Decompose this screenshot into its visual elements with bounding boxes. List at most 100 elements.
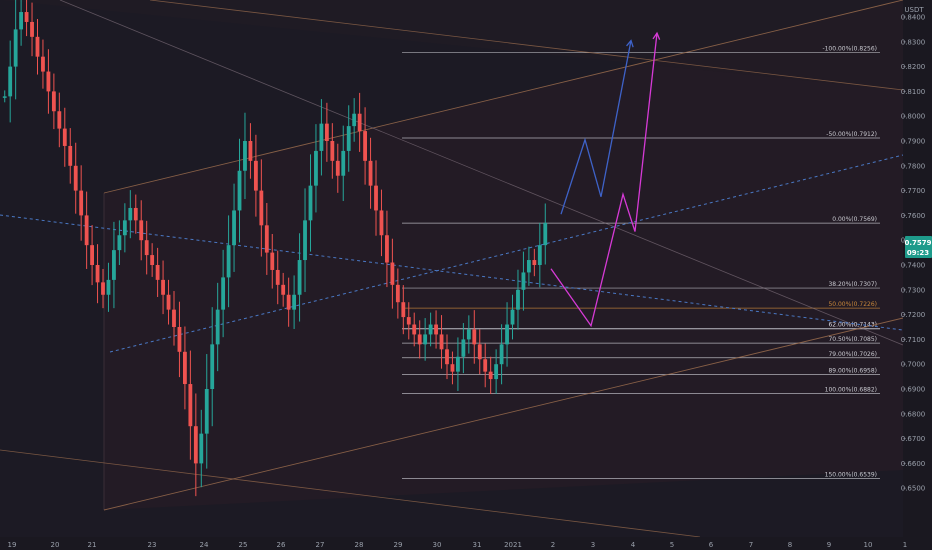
channel-fill: [104, 0, 903, 510]
candle-body: [374, 185, 378, 211]
candle-body: [286, 294, 291, 310]
candle-body: [357, 113, 362, 132]
price-tick-label: 0.7900: [901, 138, 926, 146]
candle-body: [439, 334, 444, 350]
candle-body: [292, 294, 297, 310]
channel-lower-line: [103, 317, 904, 511]
fib-level-label: 89.00%(0.6958): [828, 368, 877, 375]
candle-body: [139, 220, 144, 241]
candle-body: [445, 349, 449, 365]
time-tick-label: 7: [749, 541, 753, 549]
fibonacci-levels: -100.00%(0.8256) -50.00%(0.7912) 0.00%(0.7…: [402, 46, 880, 479]
time-tick-label: 24: [200, 541, 209, 549]
candle-body: [308, 185, 313, 221]
fib-level-label: 50.00%(0.7226): [828, 301, 877, 308]
candle-body: [314, 150, 318, 186]
price-tick-label: 0.7400: [901, 262, 926, 270]
candle-body: [494, 364, 499, 380]
candle-body: [248, 141, 253, 161]
candle-body: [193, 426, 198, 464]
candle-body: [401, 302, 406, 318]
outer-upper-line: [149, 0, 904, 91]
candle-body: [532, 260, 537, 265]
candle-body: [226, 245, 231, 278]
time-tick-label: 27: [316, 541, 325, 549]
candle-body: [51, 91, 56, 112]
magenta-projection-path-arrowhead: [652, 31, 661, 40]
candle-body: [275, 269, 280, 285]
candle-body: [516, 289, 520, 310]
candle-body: [521, 272, 526, 290]
candle-body: [2, 96, 7, 98]
candle-body: [177, 327, 182, 352]
candle-body: [537, 245, 542, 265]
price-tick-label: 0.8200: [901, 63, 926, 71]
candle-body: [281, 284, 286, 295]
price-tick-label: 0.7100: [901, 336, 926, 344]
price-axis-background: [903, 0, 932, 550]
candle-body: [46, 71, 51, 92]
time-tick-label: 30: [433, 541, 442, 549]
price-axis[interactable]: USDT 0.8400 0.8300 0.8200 0.8100 0.8000 0.790…: [901, 0, 932, 550]
candle-body: [379, 210, 384, 236]
candle-body: [319, 123, 324, 151]
candle-body: [417, 334, 422, 345]
price-tick-label: 0.6500: [901, 485, 926, 493]
candle-body: [390, 262, 395, 285]
candle-body: [499, 344, 504, 365]
candle-body: [488, 371, 493, 380]
candle-body: [477, 344, 482, 360]
candle-body: [68, 145, 73, 166]
candle-body: [352, 113, 357, 127]
time-tick-label: 23: [148, 541, 157, 549]
trendlines: [0, 0, 904, 538]
candle-body: [13, 29, 18, 67]
candle-body: [232, 210, 236, 246]
candle-body: [161, 279, 165, 295]
candle-body: [62, 128, 67, 146]
candle-body: [95, 265, 100, 283]
time-axis[interactable]: 19 20 21 23 24 25 26 27 28 29 30 31 2021 2 3 4 5 6 7 8 9 10 1: [0, 537, 932, 550]
fib-level-label: 38.20%(0.7307): [828, 281, 877, 288]
falling-dotted-trendline: [0, 214, 904, 331]
candle-body: [423, 334, 428, 345]
price-tick-label: 0.7700: [901, 187, 926, 195]
candle-body: [346, 126, 351, 151]
candle-body: [510, 309, 515, 325]
candle-body: [41, 56, 45, 72]
candle-body: [472, 329, 477, 345]
time-tick-label: 10: [864, 541, 873, 549]
candle-body: [483, 359, 488, 372]
time-tick-label: 8: [788, 541, 792, 549]
time-tick-label: 2021: [504, 541, 522, 549]
candle-body: [368, 160, 373, 186]
candle-body: [221, 277, 226, 310]
candle-body: [204, 389, 209, 434]
upper-band-fill: [0, 0, 903, 90]
time-tick-label: 1: [903, 541, 907, 549]
candle-body: [526, 260, 531, 273]
time-tick-label: 6: [709, 541, 714, 549]
time-tick-label: 28: [355, 541, 364, 549]
magenta-projection-path: [550, 33, 658, 328]
candle-body: [406, 317, 411, 325]
price-tick-label: 0.8300: [901, 38, 926, 46]
channel-upper-line: [103, 0, 904, 194]
fib-level-label: -100.00%(0.8256): [822, 46, 877, 53]
candle-body: [215, 309, 220, 345]
candle-body: [330, 141, 335, 161]
candle-body: [30, 21, 34, 37]
time-tick-label: 20: [51, 541, 60, 549]
time-tick-label: 26: [277, 541, 286, 549]
candle-body: [505, 324, 509, 345]
time-tick-label: 31: [473, 541, 482, 549]
candle-body: [455, 356, 460, 372]
price-tick-label: 0.7800: [901, 162, 926, 170]
candle-body: [199, 433, 204, 464]
candle-body: [450, 364, 455, 372]
candle-body: [363, 131, 368, 161]
candle-body: [166, 294, 171, 310]
channel-fill-layer: [0, 0, 903, 510]
